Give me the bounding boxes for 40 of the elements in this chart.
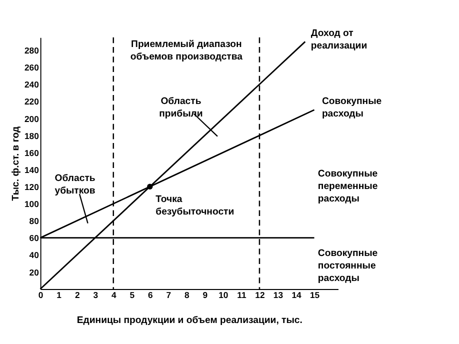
x-tick-label: 0 [38, 290, 44, 300]
annotation: Совокупные постоянные расходы [318, 248, 378, 284]
y-tick-label: 220 [24, 96, 40, 107]
annotation: Доход от реализации [310, 28, 368, 52]
y-tick-label: 260 [24, 62, 40, 73]
annotation: Область убытков [54, 173, 96, 196]
x-tick-label: 14 [292, 290, 302, 300]
x-tick-label: 8 [184, 290, 190, 300]
annotation: Область прибыли [159, 96, 203, 120]
x-tick-label: 2 [74, 290, 80, 300]
x-axis-title: Единицы продукции и объем реализации, тыс. [76, 315, 302, 326]
annotation: Совокупные расходы [322, 96, 382, 120]
x-tick-label: 1 [56, 290, 62, 300]
x-tick-label: 9 [202, 290, 208, 300]
x-tick-label: 11 [237, 290, 246, 300]
annotation: Точка безубыточности [156, 194, 234, 218]
y-axis-title: Тыс. ф.ст. в год [10, 126, 22, 201]
x-tick-label: 6 [148, 290, 153, 300]
y-tick-label: 100 [24, 199, 40, 210]
x-tick-label: 12 [255, 290, 265, 300]
x-tick-label: 7 [166, 290, 172, 300]
x-tick-label: 13 [273, 290, 284, 300]
y-tick-label: 120 [24, 182, 40, 192]
x-tick-label: 5 [130, 290, 135, 300]
y-tick-label: 40 [29, 250, 40, 260]
annotation: Совокупные переменные расходы [318, 168, 378, 205]
x-tick-label: 4 [111, 290, 116, 300]
x-tick-label: 15 [310, 290, 320, 300]
y-tick-label: 200 [24, 114, 40, 124]
y-tick-label: 60 [29, 233, 40, 244]
y-tick-label: 160 [24, 148, 40, 158]
y-tick-label: 240 [24, 80, 40, 90]
x-tick-label: 3 [93, 290, 98, 300]
annotation: Приемлемый диапазон объемов производства [130, 39, 244, 62]
y-tick-label: 20 [29, 267, 40, 278]
x-tick-label: 10 [218, 290, 228, 300]
y-tick-label: 280 [24, 46, 40, 56]
y-tick-label: 80 [29, 216, 40, 226]
y-tick-label: 140 [24, 164, 40, 175]
y-tick-label: 180 [24, 130, 40, 141]
